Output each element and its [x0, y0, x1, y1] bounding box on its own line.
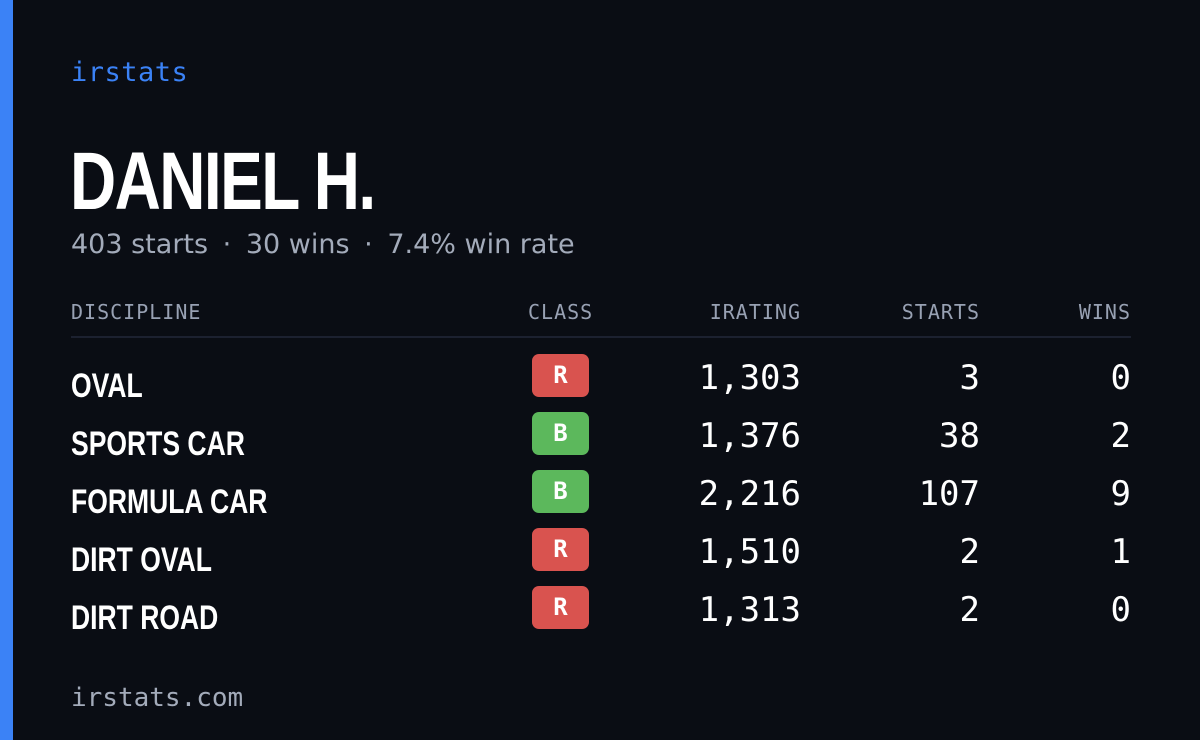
irating-value: 1,376	[698, 416, 801, 456]
starts-value: 107	[918, 474, 980, 514]
table-row: OVAL R 1,303 3 0	[71, 354, 1131, 412]
irating-value: 1,510	[698, 532, 801, 572]
table-body: OVAL R 1,303 3 0 SPORTS CAR B 1,376 38 2…	[71, 354, 1131, 644]
irating-value: 2,216	[698, 474, 801, 514]
header-class: CLASS	[528, 300, 594, 324]
class-badge: R	[532, 586, 589, 629]
irating-value: 1,313	[698, 590, 801, 630]
table-row: DIRT ROAD R 1,313 2 0	[71, 586, 1131, 644]
starts-value: 2	[959, 590, 980, 630]
table-row: FORMULA CAR B 2,216 107 9	[71, 470, 1131, 528]
wins-summary: 30 wins	[245, 229, 350, 260]
starts-value: 38	[939, 416, 980, 456]
discipline-name: SPORTS CAR	[71, 425, 245, 463]
class-badge: B	[532, 412, 589, 455]
brand-logo-text: irstats	[71, 57, 189, 88]
class-badge: R	[532, 354, 589, 397]
header-irating: IRATING	[709, 300, 801, 324]
header-discipline: DISCIPLINE	[71, 300, 202, 324]
footer-site-url: irstats.com	[71, 683, 244, 713]
table-row: DIRT OVAL R 1,510 2 1	[71, 528, 1131, 586]
discipline-name: DIRT ROAD	[71, 599, 219, 637]
wins-value: 0	[1110, 590, 1131, 630]
starts-value: 3	[959, 358, 980, 398]
discipline-name: OVAL	[71, 367, 143, 405]
discipline-name: DIRT OVAL	[71, 541, 212, 579]
player-summary: 403 starts · 30 wins · 7.4% win rate	[71, 228, 575, 262]
table-header: DISCIPLINE CLASS IRATING STARTS WINS	[71, 296, 1131, 338]
summary-separator: ·	[364, 229, 373, 260]
header-wins: WINS	[1078, 300, 1131, 324]
wins-value: 1	[1110, 532, 1131, 572]
discipline-name: FORMULA CAR	[71, 483, 268, 521]
wins-value: 2	[1110, 416, 1131, 456]
starts-summary: 403 starts	[71, 229, 209, 260]
discipline-stats-table: DISCIPLINE CLASS IRATING STARTS WINS OVA…	[71, 296, 1131, 644]
win-rate-summary: 7.4% win rate	[387, 229, 575, 260]
wins-value: 9	[1110, 474, 1131, 514]
player-name: DANIEL H.	[70, 136, 376, 227]
irating-value: 1,303	[698, 358, 801, 398]
class-badge: B	[532, 470, 589, 513]
header-starts: STARTS	[901, 300, 980, 324]
class-badge: R	[532, 528, 589, 571]
wins-value: 0	[1110, 358, 1131, 398]
summary-separator: ·	[222, 229, 232, 260]
accent-bar	[0, 0, 13, 740]
starts-value: 2	[959, 532, 980, 572]
table-row: SPORTS CAR B 1,376 38 2	[71, 412, 1131, 470]
